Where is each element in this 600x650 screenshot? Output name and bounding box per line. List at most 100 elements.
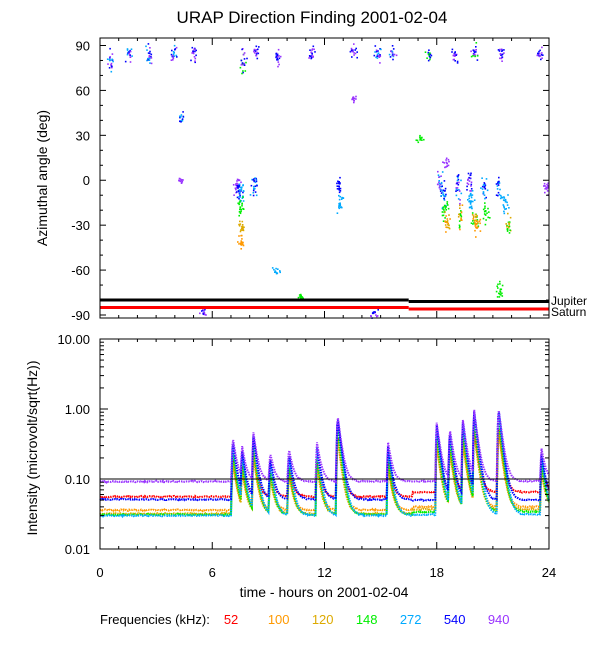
azimuth-point — [466, 185, 468, 188]
azimuth-point — [419, 137, 422, 140]
azimuth-point — [544, 191, 546, 194]
azimuth-point — [459, 204, 461, 207]
azimuth-point — [470, 200, 473, 202]
azimuth-point — [503, 205, 505, 208]
azimuth-point — [482, 184, 485, 186]
azimuth-point — [501, 56, 503, 58]
azimuth-point — [241, 205, 243, 207]
azimuth-point — [467, 183, 470, 186]
azimuth-point — [257, 52, 260, 55]
azimuth-point — [473, 50, 475, 53]
azimuth-point — [538, 55, 541, 58]
azimuth-point — [470, 185, 472, 187]
azimuth-point — [479, 218, 482, 221]
freq-100-legend: 100 — [267, 612, 290, 627]
azimuth-point — [191, 52, 193, 54]
azimuth-point — [253, 187, 255, 190]
azimuth-point — [441, 211, 444, 213]
azimuth-point — [339, 190, 342, 192]
intensity-series-540 — [99, 411, 550, 503]
azimuth-point — [388, 53, 391, 56]
azimuth-point — [236, 191, 238, 193]
azimuth-point — [356, 56, 358, 59]
azimuth-point — [340, 198, 343, 200]
azimuth-point — [497, 194, 499, 197]
azimuth-point — [352, 96, 355, 98]
azimuth-point — [459, 207, 461, 209]
azimuth-point — [484, 197, 486, 200]
azimuth-point — [273, 268, 275, 271]
azimuth-point — [356, 51, 358, 53]
azimuth-point — [439, 188, 442, 190]
azimuth-point — [468, 200, 470, 203]
azimuth-point — [499, 283, 501, 285]
azimuth-point — [542, 54, 544, 56]
azimuth-point — [242, 244, 245, 247]
azimuth-point — [339, 204, 342, 207]
azimuth-point — [468, 180, 471, 182]
azimuth-point — [441, 185, 443, 187]
azimuth-point — [241, 238, 243, 240]
azimuth-point — [149, 50, 151, 53]
azimuth-point — [241, 242, 243, 244]
azimuth-point — [471, 214, 474, 216]
azimuth-point — [309, 49, 311, 51]
azimuth-point — [506, 228, 509, 230]
azimuth-point — [338, 198, 341, 201]
azimuth-point — [445, 206, 447, 208]
azimuth-point — [353, 101, 355, 104]
azimuth-point — [445, 215, 447, 217]
azimuth-point — [443, 199, 446, 201]
x-tick-label: 0 — [96, 565, 103, 580]
azimuth-point — [336, 212, 339, 214]
azimuth-point — [202, 313, 205, 315]
azimuth-point — [239, 200, 242, 202]
azimuth-point — [448, 160, 450, 163]
azimuth-point — [473, 219, 476, 222]
azimuth-point — [254, 187, 256, 190]
azimuth-panel: 90 60 30 0 -30 -60 -90 Azimuthal angle (deg) J… — [34, 37, 587, 323]
azimuth-point — [496, 296, 499, 298]
azimuth-point — [173, 55, 176, 57]
x-tick-label: 12 — [317, 565, 331, 580]
azimuth-point — [254, 185, 257, 187]
azimuth-point — [147, 52, 150, 54]
azimuth-point — [476, 223, 478, 225]
azimuth-point — [470, 188, 473, 190]
azimuth-point — [498, 50, 501, 52]
azimuth-point — [476, 216, 478, 218]
azimuth-y-tick-label: 30 — [76, 128, 90, 143]
azimuth-point — [312, 45, 315, 48]
azimuth-point — [308, 57, 310, 59]
azimuth-point — [472, 55, 474, 57]
azimuth-point — [508, 222, 510, 224]
azimuth-point — [446, 220, 449, 222]
azimuth-point — [203, 311, 205, 314]
azimuth-point — [179, 115, 181, 118]
azimuth-point — [503, 197, 506, 199]
azimuth-point — [506, 204, 509, 206]
azimuth-point — [459, 225, 461, 228]
azimuth-point — [239, 206, 242, 209]
azimuth-point — [458, 220, 461, 222]
azimuth-scatter-points — [106, 42, 549, 319]
azimuth-point — [429, 52, 431, 54]
azimuth-point — [172, 57, 175, 60]
azimuth-point — [204, 313, 206, 316]
azimuth-point — [481, 185, 484, 188]
azimuth-point — [242, 241, 244, 244]
azimuth-point — [460, 214, 462, 216]
azimuth-point — [483, 184, 486, 186]
azimuth-point — [376, 57, 379, 59]
azimuth-point — [483, 182, 486, 184]
azimuth-point — [485, 196, 487, 199]
azimuth-point — [470, 196, 473, 199]
azimuth-point — [174, 48, 176, 51]
azimuth-point — [276, 54, 279, 57]
azimuth-point — [112, 60, 114, 63]
azimuth-point — [342, 197, 345, 199]
azimuth-point — [446, 202, 448, 205]
azimuth-point — [239, 208, 241, 211]
azimuth-point — [439, 183, 442, 185]
azimuth-point — [111, 58, 113, 61]
